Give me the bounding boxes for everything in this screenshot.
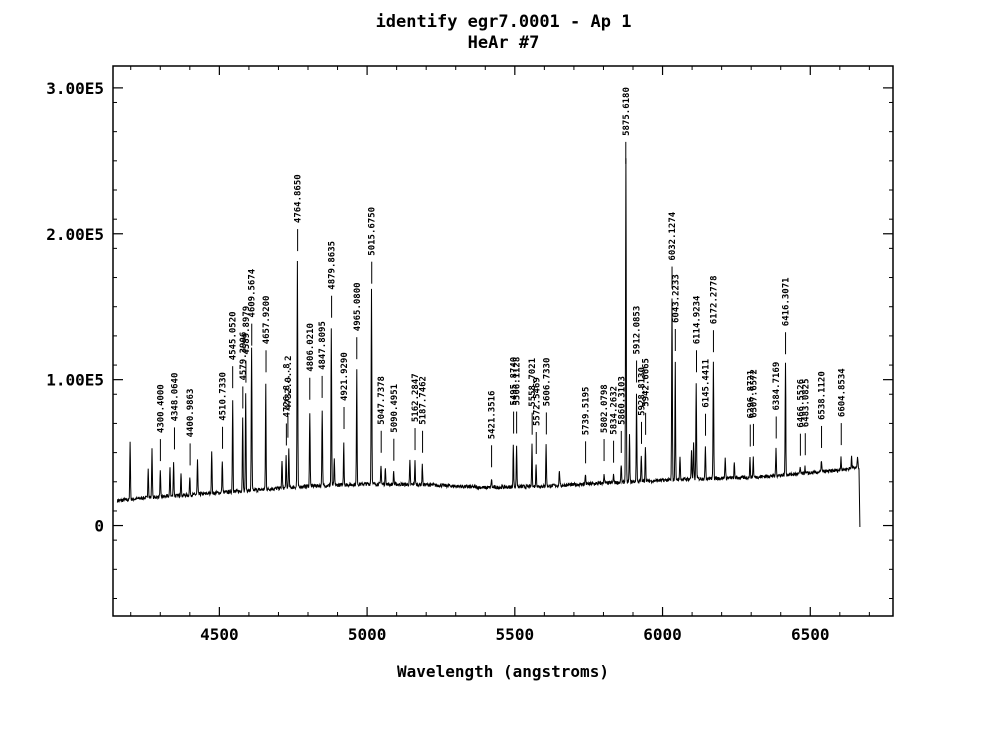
chart-subtitle: HeAr #7 (467, 33, 540, 53)
line-id-label: 6307.6572 (749, 369, 759, 418)
y-tick-label: 0 (94, 517, 104, 536)
line-id-label: 4300.4000 (156, 384, 166, 433)
line-id-label: 4609.5674 (248, 268, 258, 317)
line-id-label: 6032.1274 (668, 211, 678, 260)
line-id-label: 5187.7462 (419, 376, 429, 425)
line-id-label: 4921.9290 (340, 352, 350, 401)
line-id-label: 4879.8635 (328, 241, 338, 290)
line-id-label: 4965.0800 (353, 282, 363, 331)
chart-title: identify egr7.0001 - Ap 1 (375, 12, 632, 32)
line-id-label: 4726.8...8 (282, 363, 292, 417)
line-id-label: 5558.7021 (528, 358, 538, 407)
line-id-label: 5860.3103 (617, 376, 627, 425)
line-id-label: 6043.2233 (671, 274, 681, 323)
x-tick-label: 6500 (791, 625, 830, 644)
line-id-label: 5942.6665 (642, 358, 652, 407)
line-id-label: 4657.9200 (262, 296, 272, 345)
line-id-label: 6483.0825 (801, 378, 811, 427)
y-tick-label: 2.00E5 (46, 225, 104, 244)
x-tick-label: 4500 (200, 625, 239, 644)
line-id-label: 5162.2847 (411, 373, 421, 422)
line-id-label: 6296.8721 (746, 370, 756, 419)
line-id-label: 5090.4951 (390, 384, 400, 433)
line-id-label: 4589.8979 (242, 306, 252, 355)
line-id-label: 5015.6750 (368, 207, 378, 256)
line-id-label: 5802.0798 (600, 384, 610, 433)
line-id-label: 4847.8095 (318, 321, 328, 370)
line-id-label: 6114.9234 (693, 295, 703, 344)
line-id-label: 4732.0...2 (284, 356, 294, 410)
spectrum-line (116, 158, 861, 528)
line-id-label: 5047.7378 (377, 376, 387, 425)
line-id-label: 5912.0853 (633, 306, 643, 355)
y-tick-label: 1.00E5 (46, 371, 104, 390)
line-id-label: 4510.7330 (219, 372, 229, 421)
line-id-label: 5506.1128 (513, 357, 523, 406)
line-id-label: 4545.0520 (229, 311, 239, 360)
x-tick-label: 5500 (496, 625, 535, 644)
line-id-label: 6466.5526 (796, 379, 806, 428)
line-id-label: 5875.6180 (622, 87, 632, 136)
line-id-label: 5606.7330 (542, 358, 552, 407)
line-id-label: 6416.3071 (782, 277, 792, 326)
line-identifications: 4300.4000 4348.0640 4400.9863 4510.7330 4545… (156, 87, 847, 468)
axis-ticks: 4500 5000 5500 6000 6500 0 1.00E5 2.00E5 3.00E5 (46, 66, 893, 644)
x-tick-label: 5000 (348, 625, 387, 644)
line-id-label: 5834.2632 (610, 386, 620, 435)
line-id-label: 6172.2778 (709, 275, 719, 324)
y-tick-label: 3.00E5 (46, 79, 104, 98)
line-id-label: 5495.8740 (510, 357, 520, 406)
line-id-label: 6145.4411 (702, 359, 712, 408)
line-id-label: 4764.8650 (294, 174, 304, 223)
x-axis-label: Wavelength (angstroms) (397, 662, 609, 681)
line-id-label: 6538.1120 (818, 371, 828, 420)
line-id-label: 5928.8130 (638, 367, 648, 416)
line-id-label: 6384.7169 (772, 362, 782, 411)
line-id-label: 4579.3906 (239, 332, 249, 381)
x-tick-label: 6000 (643, 625, 682, 644)
line-id-label: 5739.5195 (582, 387, 592, 436)
line-id-label: 5421.3516 (488, 391, 498, 440)
line-id-label: 4806.0210 (306, 323, 316, 372)
plot-frame (112, 65, 894, 617)
line-id-label: 4400.9863 (186, 389, 196, 438)
line-id-label: 4348.0640 (171, 373, 181, 422)
line-id-label: 5572.5469 (532, 377, 542, 426)
line-id-label: 6604.8534 (837, 368, 847, 417)
